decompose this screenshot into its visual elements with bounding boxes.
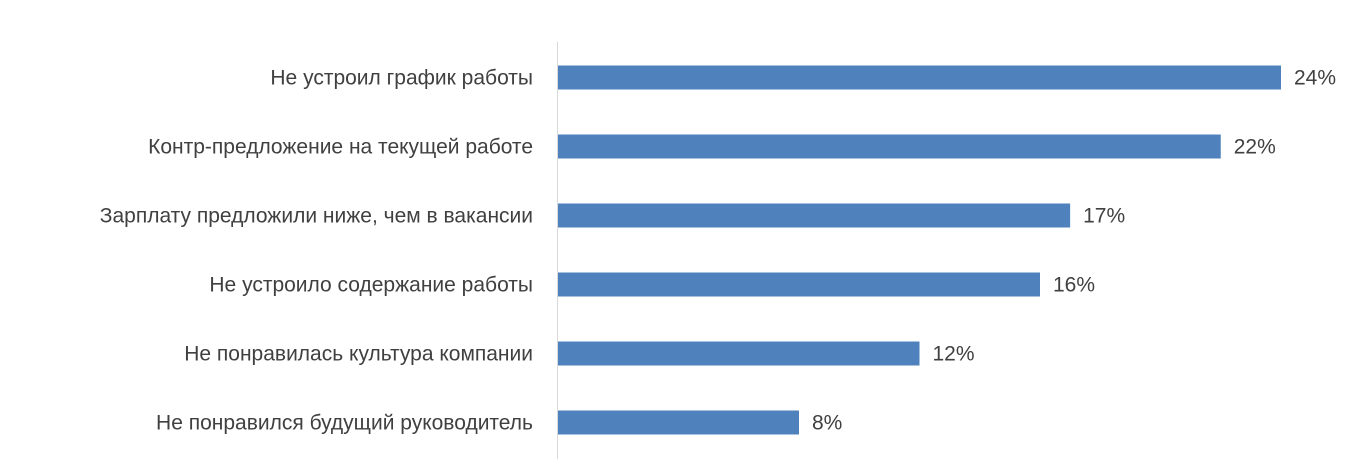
- category-label: Не устроило содержание работы: [209, 274, 533, 297]
- data-label: 16%: [1053, 274, 1095, 297]
- data-label: 8%: [812, 412, 842, 435]
- data-label: 22%: [1234, 136, 1276, 159]
- bar: [558, 341, 920, 366]
- data-label: 12%: [933, 343, 975, 366]
- category-label: Зарплату предложили ниже, чем в вакансии: [100, 205, 533, 228]
- bar: [558, 203, 1071, 228]
- bar: [558, 272, 1040, 297]
- data-label: 24%: [1294, 67, 1336, 90]
- category-label: Не устроил график работы: [270, 67, 533, 90]
- category-label: Не понравился будущий руководитель: [156, 412, 533, 435]
- category-label: Контр-предложение на текущей работе: [148, 136, 533, 159]
- bars-group: Не устроил график работы 24% Контр-предлож…: [100, 65, 1336, 435]
- category-label: Не понравилась культура компании: [184, 343, 533, 366]
- data-label: 17%: [1083, 205, 1125, 228]
- bar: [558, 410, 799, 435]
- bar: [558, 134, 1221, 159]
- bar: [558, 65, 1281, 90]
